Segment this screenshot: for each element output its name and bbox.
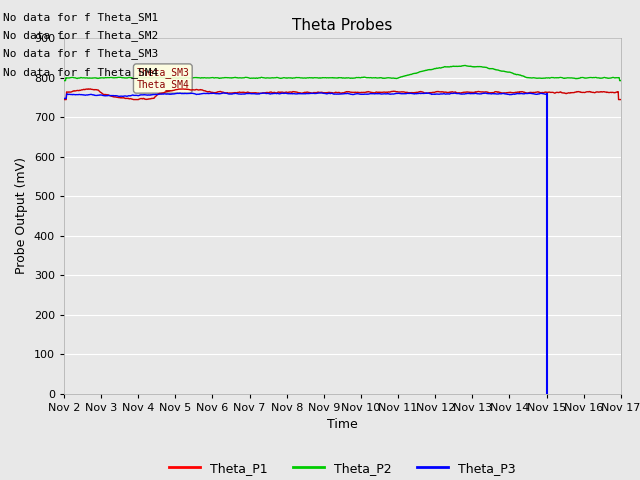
Text: No data for f Theta_SM2: No data for f Theta_SM2 xyxy=(3,30,159,41)
Text: No data for f Theta_SM3: No data for f Theta_SM3 xyxy=(3,48,159,60)
Text: No data for f Theta_SM4: No data for f Theta_SM4 xyxy=(3,67,159,78)
Y-axis label: Probe Output (mV): Probe Output (mV) xyxy=(15,157,28,275)
Text: Theta_SM3
Theta_SM4: Theta_SM3 Theta_SM4 xyxy=(136,67,189,90)
X-axis label: Time: Time xyxy=(327,418,358,431)
Title: Theta Probes: Theta Probes xyxy=(292,18,392,33)
Legend: Theta_P1, Theta_P2, Theta_P3: Theta_P1, Theta_P2, Theta_P3 xyxy=(164,456,521,480)
Text: No data for f Theta_SM1: No data for f Theta_SM1 xyxy=(3,12,159,23)
